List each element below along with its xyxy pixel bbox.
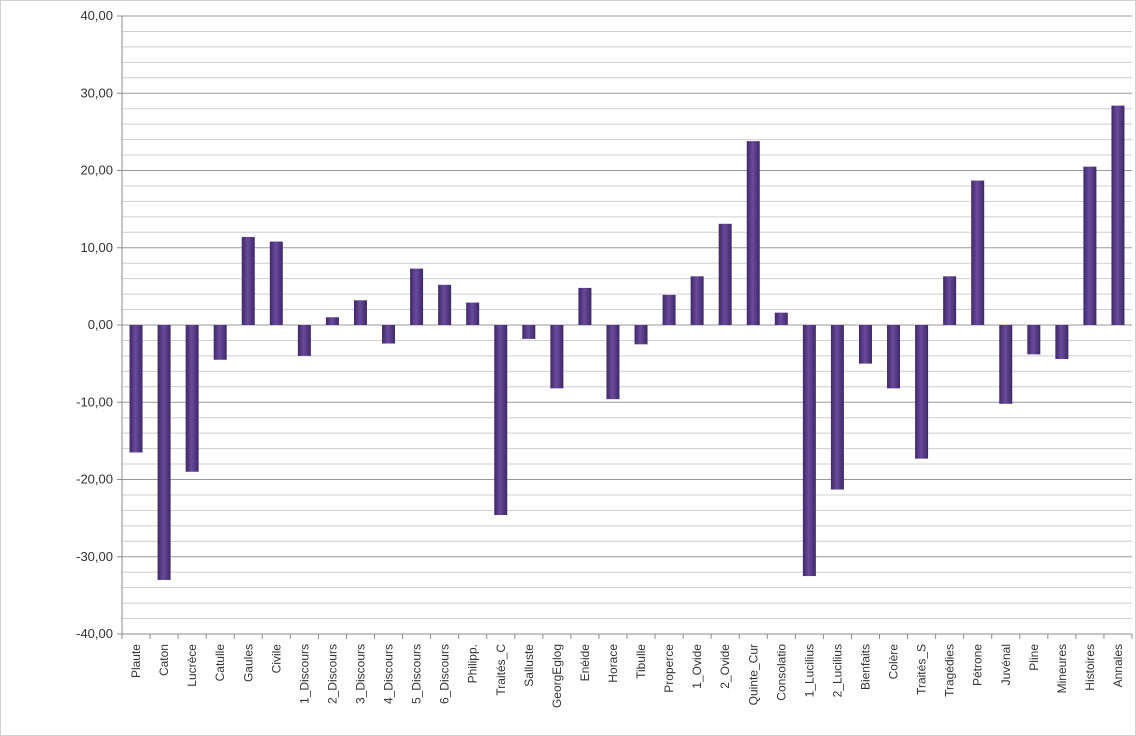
bar-Plaute xyxy=(129,325,143,453)
bar-Horace xyxy=(606,325,620,400)
x-category-label: 2_Discours xyxy=(325,644,339,704)
x-category-label: Civile xyxy=(269,644,283,674)
bar-1_Ovide xyxy=(690,276,704,325)
x-category-label: Caton xyxy=(157,644,171,676)
y-tick-label: 30,00 xyxy=(80,85,113,100)
y-tick-label: -10,00 xyxy=(76,394,113,409)
bar-Enéide xyxy=(578,287,592,325)
x-category-label: 2_Lucilius xyxy=(830,644,844,697)
bar-Traités_C xyxy=(494,325,508,516)
x-category-label: Salluste xyxy=(522,644,536,687)
x-category-label: Traités_S xyxy=(915,644,929,695)
labels: -40,00 -30,00 -20,00 -10,00 0,00 10,00 20,00 30… xyxy=(76,8,1125,708)
x-category-label: GeorgEglog xyxy=(550,644,564,708)
bar-Tragédies xyxy=(943,276,957,325)
x-category-label: Properce xyxy=(662,644,676,693)
x-category-label: 1_Discours xyxy=(297,644,311,704)
bar-4_Discours xyxy=(382,325,396,344)
x-category-label: Mineures xyxy=(1055,644,1069,693)
x-category-label: Traités_C xyxy=(494,644,508,696)
x-category-label: 6_Discours xyxy=(438,644,452,704)
x-category-label: 1_Ovide xyxy=(690,644,704,689)
bar-3_Discours xyxy=(353,300,367,325)
bar-Salluste xyxy=(522,325,536,339)
bar-1_Lucilius xyxy=(802,325,816,577)
bar-Histoires xyxy=(1083,166,1097,325)
bar-Mineures xyxy=(1055,325,1069,359)
x-category-label: Pline xyxy=(1027,644,1041,671)
x-category-label: 5_Discours xyxy=(410,644,424,704)
bar-2_Discours xyxy=(325,317,339,325)
y-tick-label: 20,00 xyxy=(80,163,113,178)
y-tick-label: 10,00 xyxy=(80,240,113,255)
bar-Traités_S xyxy=(915,325,929,459)
x-category-label: Consolatio xyxy=(774,644,788,701)
bar-Quinte_Cur xyxy=(746,141,760,325)
bar-2_Lucilius xyxy=(830,325,844,490)
bar-Tibulle xyxy=(634,325,648,345)
x-category-label: Catulle xyxy=(213,644,227,682)
x-category-label: Colère xyxy=(887,644,901,680)
x-category-label: 3_Discours xyxy=(353,644,367,704)
y-tick-label: -40,00 xyxy=(76,626,113,641)
x-category-label: 2_Ovide xyxy=(718,644,732,689)
bars xyxy=(129,105,1125,580)
bar-Lucrèce xyxy=(185,325,199,472)
bar-Philipp. xyxy=(466,302,480,325)
x-category-label: Gaules xyxy=(241,644,255,682)
x-category-label: Tragédies xyxy=(943,644,957,697)
x-category-label: Lucrèce xyxy=(185,644,199,687)
bar-Colère xyxy=(887,325,901,389)
axes xyxy=(117,15,1133,639)
bar-2_Ovide xyxy=(718,223,732,325)
x-category-label: Histoires xyxy=(1083,644,1097,691)
bar-Caton xyxy=(157,325,171,580)
bar-Pétrone xyxy=(971,180,985,325)
bar-6_Discours xyxy=(438,284,452,325)
bar-Bienfaits xyxy=(858,325,872,364)
bar-GeorgEglog xyxy=(550,325,564,389)
bar-Civile xyxy=(269,241,283,325)
bar-Consolatio xyxy=(774,312,788,325)
x-category-label: Bienfaits xyxy=(858,644,872,690)
x-category-label: Horace xyxy=(606,644,620,683)
x-category-label: Tibulle xyxy=(634,644,648,679)
y-tick-label: 0,00 xyxy=(88,317,113,332)
bar-1_Discours xyxy=(297,325,311,356)
bar-Annales xyxy=(1111,105,1125,325)
bar-5_Discours xyxy=(410,268,424,325)
x-category-label: Plaute xyxy=(129,644,143,678)
bar-Gaules xyxy=(241,236,255,325)
bar-Juvénal xyxy=(999,325,1013,404)
x-category-label: Pétrone xyxy=(971,644,985,686)
x-category-label: Philipp. xyxy=(466,644,480,683)
y-tick-label: -30,00 xyxy=(76,549,113,564)
y-tick-label: 40,00 xyxy=(80,8,113,23)
bar-Properce xyxy=(662,294,676,325)
x-category-label: 4_Discours xyxy=(382,644,396,704)
bar-Pline xyxy=(1027,325,1041,355)
x-category-label: Enéide xyxy=(578,644,592,682)
bar-Catulle xyxy=(213,325,227,360)
x-category-label: Annales xyxy=(1111,644,1125,687)
x-category-label: Juvénal xyxy=(999,644,1013,685)
y-tick-label: -20,00 xyxy=(76,472,113,487)
x-category-label: 1_Lucilius xyxy=(802,644,816,697)
x-category-label: Quinte_Cur xyxy=(746,644,760,705)
